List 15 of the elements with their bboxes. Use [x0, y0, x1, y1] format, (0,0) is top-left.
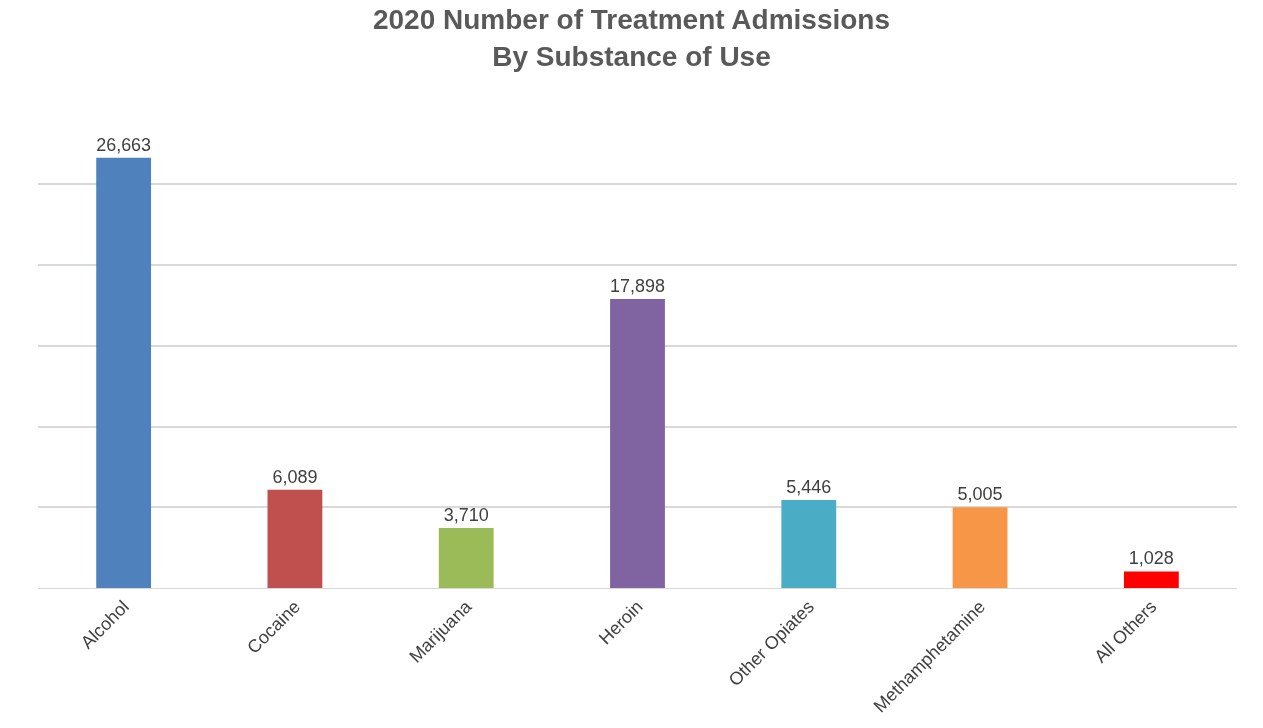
data-label: 26,663	[96, 134, 152, 155]
data-label: 5,446	[786, 477, 832, 498]
data-label: 6,089	[272, 466, 318, 487]
bar	[952, 507, 1008, 588]
data-label: 3,710	[443, 505, 489, 526]
data-label: 1,028	[1128, 548, 1174, 569]
bar	[610, 299, 665, 588]
bar	[781, 500, 837, 588]
chart-title: 2020 Number of Treatment Admissions By Substance of Use	[372, 4, 891, 72]
data-label: 17,898	[610, 276, 665, 297]
bar	[96, 157, 152, 588]
data-label: 5,005	[957, 484, 1003, 505]
bar	[267, 489, 323, 588]
bar	[1123, 571, 1179, 588]
bar	[438, 528, 494, 588]
